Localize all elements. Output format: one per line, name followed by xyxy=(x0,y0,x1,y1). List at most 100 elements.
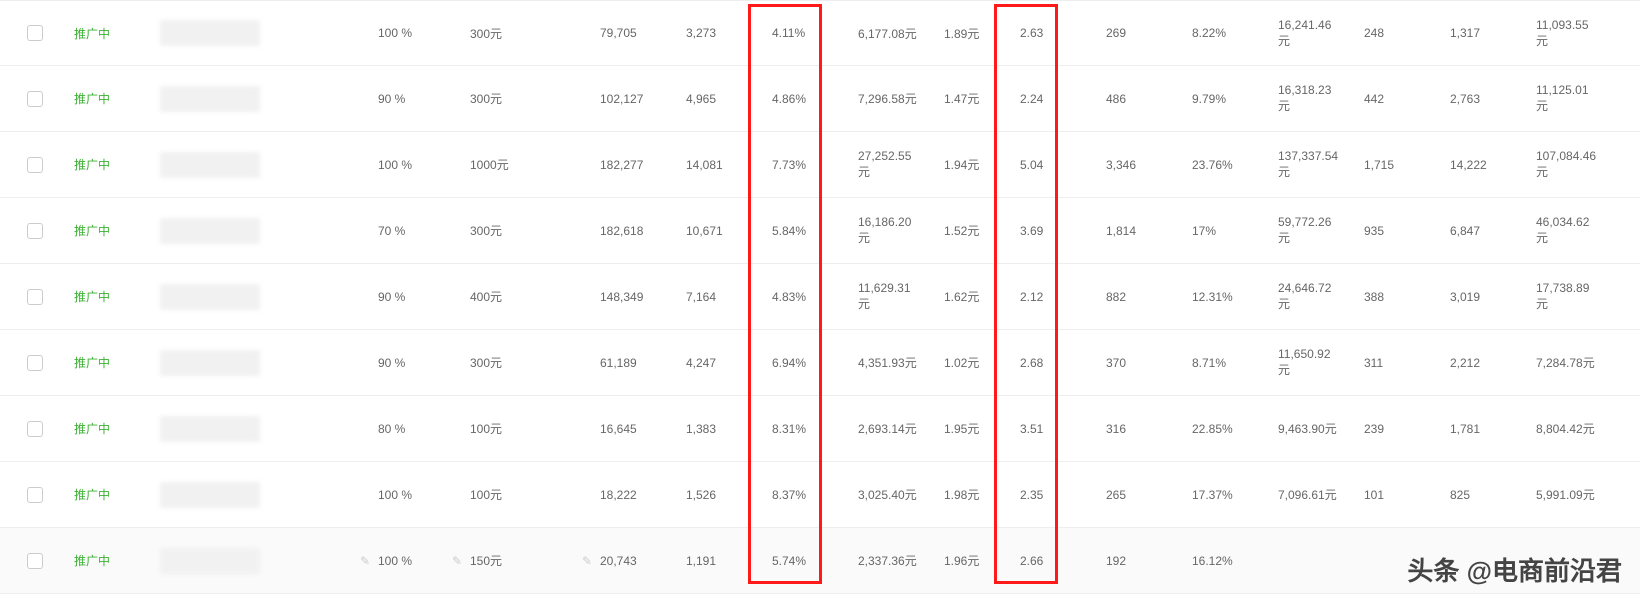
campaign-name-redacted[interactable] xyxy=(156,82,356,116)
cell-gmv: 137,337.54元 xyxy=(1274,149,1360,180)
cell-roiA: 3.51 xyxy=(1016,422,1102,436)
cell-bud: 300元 xyxy=(466,354,578,371)
row-checkbox[interactable] xyxy=(27,223,43,239)
campaign-name-redacted[interactable] xyxy=(156,16,356,50)
cell-clk: 1,383 xyxy=(682,422,768,436)
campaign-name-redacted[interactable] xyxy=(156,346,356,380)
cell-imp: 102,127 xyxy=(596,92,682,106)
row-checkbox[interactable] xyxy=(27,553,43,569)
cell-cvr: 22.85% xyxy=(1188,422,1274,436)
cell-gmv: 24,646.72元 xyxy=(1274,281,1360,312)
row-checkbox[interactable] xyxy=(27,289,43,305)
cell-cnv: 370 xyxy=(1102,356,1188,370)
cell-clk: 4,247 xyxy=(682,356,768,370)
cell-pct: 100 % xyxy=(374,488,448,502)
cell-last: 7,284.78元 xyxy=(1532,354,1622,371)
cell-ctr: 8.37% xyxy=(768,488,854,502)
row-checkbox-wrap xyxy=(0,157,70,173)
cell-cpc: 1.62元 xyxy=(940,288,1016,305)
cell-cvr: 9.79% xyxy=(1188,92,1274,106)
status-badge: 推广中 xyxy=(70,420,156,437)
cell-imp: 18,222 xyxy=(596,488,682,502)
cell-last: 5,991.09元 xyxy=(1532,486,1622,503)
cell-cnv: 265 xyxy=(1102,488,1188,502)
campaign-name-redacted[interactable] xyxy=(156,478,356,512)
row-checkbox[interactable] xyxy=(27,25,43,41)
cell-roiA: 2.63 xyxy=(1016,26,1102,40)
cell-roiA: 5.04 xyxy=(1016,158,1102,172)
table-row: 推广中✎90 %✎300元✎61,1894,2476.94%4,351.93元1… xyxy=(0,330,1640,396)
cell-spend: 2,337.36元 xyxy=(854,552,940,569)
row-checkbox[interactable] xyxy=(27,91,43,107)
cell-spend: 2,693.14元 xyxy=(854,420,940,437)
edit-icon[interactable]: ✎ xyxy=(578,554,596,568)
cell-cpc: 1.89元 xyxy=(940,25,1016,42)
cell-last: 11,093.55元 xyxy=(1532,18,1622,49)
status-badge: 推广中 xyxy=(70,552,156,569)
cell-cnv: 192 xyxy=(1102,554,1188,568)
row-checkbox[interactable] xyxy=(27,487,43,503)
cell-imp: 148,349 xyxy=(596,290,682,304)
cell-cpc: 1.95元 xyxy=(940,420,1016,437)
cell-imp: 16,645 xyxy=(596,422,682,436)
cell-ctr: 5.84% xyxy=(768,224,854,238)
cell-bud: 100元 xyxy=(466,486,578,503)
campaign-name-redacted[interactable] xyxy=(156,544,356,578)
cell-pct: 70 % xyxy=(374,224,448,238)
campaign-name-redacted[interactable] xyxy=(156,412,356,446)
cell-cnv: 269 xyxy=(1102,26,1188,40)
cell-spend: 27,252.55元 xyxy=(854,149,940,180)
cell-bud: 300元 xyxy=(466,90,578,107)
cell-ordA: 239 xyxy=(1360,422,1446,436)
cell-ordB: 2,763 xyxy=(1446,92,1532,106)
cell-imp: 182,277 xyxy=(596,158,682,172)
cell-roiA: 2.35 xyxy=(1016,488,1102,502)
row-checkbox[interactable] xyxy=(27,355,43,371)
row-checkbox-wrap xyxy=(0,223,70,239)
campaign-name-redacted[interactable] xyxy=(156,148,356,182)
status-badge: 推广中 xyxy=(70,25,156,42)
row-checkbox-wrap xyxy=(0,355,70,371)
campaign-name-redacted[interactable] xyxy=(156,280,356,314)
cell-cnv: 316 xyxy=(1102,422,1188,436)
cell-cvr: 17% xyxy=(1188,224,1274,238)
cell-ctr: 7.73% xyxy=(768,158,854,172)
cell-gmv: 59,772.26元 xyxy=(1274,215,1360,246)
status-badge: 推广中 xyxy=(70,90,156,107)
status-badge: 推广中 xyxy=(70,156,156,173)
cell-gmv: 16,318.23元 xyxy=(1274,83,1360,114)
table-row: 推广中✎100 %✎150元✎20,7431,1915.74%2,337.36元… xyxy=(0,528,1640,594)
cell-ctr: 4.86% xyxy=(768,92,854,106)
cell-last: 107,084.46元 xyxy=(1532,149,1622,180)
cell-gmv: 7,096.61元 xyxy=(1274,486,1360,503)
cell-ordB: 825 xyxy=(1446,488,1532,502)
cell-ordA: 1,715 xyxy=(1360,158,1446,172)
cell-spend: 16,186.20元 xyxy=(854,215,940,246)
cell-imp: 61,189 xyxy=(596,356,682,370)
campaign-name-redacted[interactable] xyxy=(156,214,356,248)
edit-icon[interactable]: ✎ xyxy=(356,554,374,568)
cell-ctr: 4.11% xyxy=(768,26,854,40)
cell-spend: 4,351.93元 xyxy=(854,354,940,371)
edit-icon[interactable]: ✎ xyxy=(448,554,466,568)
cell-roiA: 2.24 xyxy=(1016,92,1102,106)
cell-cvr: 12.31% xyxy=(1188,290,1274,304)
table-row: 推广中✎90 %✎300元✎102,1274,9654.86%7,296.58元… xyxy=(0,66,1640,132)
cell-cvr: 8.71% xyxy=(1188,356,1274,370)
cell-clk: 14,081 xyxy=(682,158,768,172)
cell-bud: 1000元 xyxy=(466,156,578,173)
row-checkbox[interactable] xyxy=(27,157,43,173)
table-row: 推广中✎90 %✎400元✎148,3497,1644.83%11,629.31… xyxy=(0,264,1640,330)
cell-spend: 3,025.40元 xyxy=(854,486,940,503)
cell-cvr: 17.37% xyxy=(1188,488,1274,502)
cell-last: 46,034.62元 xyxy=(1532,215,1622,246)
row-checkbox[interactable] xyxy=(27,421,43,437)
cell-bud: 300元 xyxy=(466,25,578,42)
cell-gmv: 9,463.90元 xyxy=(1274,420,1360,437)
cell-ordA: 442 xyxy=(1360,92,1446,106)
cell-bud: 300元 xyxy=(466,222,578,239)
cell-spend: 7,296.58元 xyxy=(854,90,940,107)
cell-ordB: 6,847 xyxy=(1446,224,1532,238)
status-badge: 推广中 xyxy=(70,486,156,503)
cell-ordB: 2,212 xyxy=(1446,356,1532,370)
